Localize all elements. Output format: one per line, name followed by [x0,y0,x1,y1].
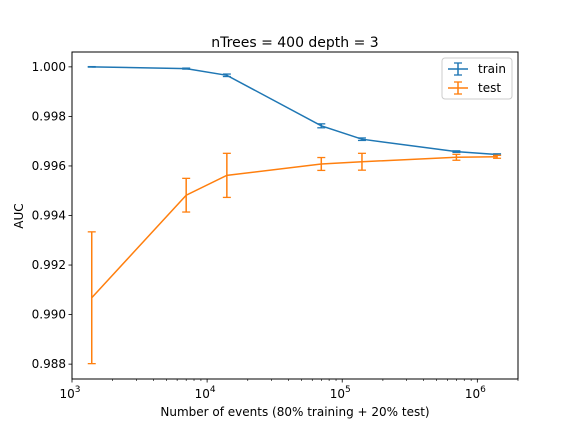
legend-label: test [478,81,501,95]
series-line [91,156,498,299]
plot-area [87,65,502,365]
y-tick-label: 0.992 [32,258,66,272]
x-tick-label: 106 [465,385,486,401]
y-axis: 0.988 0.990 0.992 0.994 0.996 0.998 1.000 [32,60,72,371]
y-tick-label: 0.988 [32,357,66,371]
legend-label: train [478,62,506,76]
x-axis: 103 104 105 106 [59,379,519,401]
x-tick-label: 104 [195,385,216,401]
series-test [87,152,502,365]
legend-entry-test: test [448,81,501,95]
chart-title: nTrees = 400 depth = 3 [211,35,378,51]
series-line [91,66,498,156]
y-tick-label: 0.994 [32,209,66,223]
y-tick-label: 1.000 [32,60,66,74]
x-tick-label: 103 [59,385,80,401]
x-axis-label: Number of events (80% training + 20% tes… [160,405,429,419]
y-tick-label: 0.996 [32,159,66,173]
y-tick-label: 0.998 [32,109,66,123]
legend: train test [441,57,513,100]
y-axis-label: AUC [12,203,26,228]
plot-frame [71,51,519,380]
x-tick-label: 105 [330,385,351,401]
y-tick-label: 0.990 [32,308,66,322]
legend-entry-train: train [448,62,506,76]
